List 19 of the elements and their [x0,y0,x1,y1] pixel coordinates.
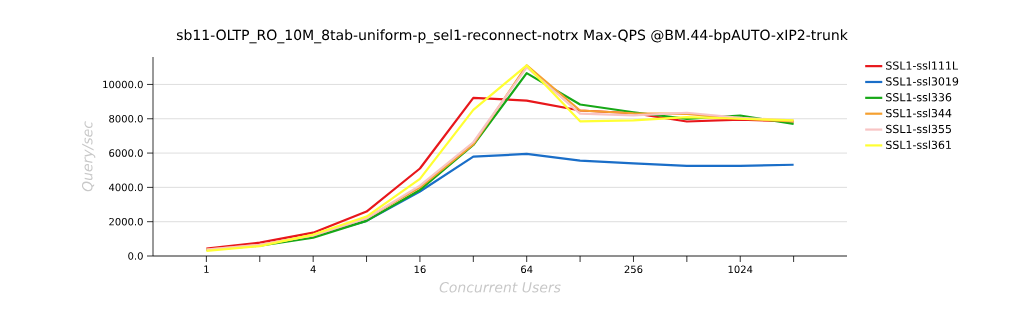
x-tick-label: 4 [310,265,316,273]
x-tick-label: 1024 [728,265,753,274]
y-tick-label: 10000.0 [103,80,143,89]
legend-label: SSL1-ssl3019 [886,77,959,86]
legend-label: SSL1-ssl355 [886,124,951,134]
y-tick-label: 6000.0 [109,149,143,157]
x-tick-label: 1 [204,265,209,273]
legend-label: SSL1-ssl336 [886,92,952,102]
legend-label: SSL1-ssl361 [886,140,951,149]
legend-label: SSL1-ssl111L [886,61,958,70]
y-tick-label: 8000.0 [109,114,143,123]
y-tick-label: 4000.0 [108,183,143,192]
x-tick-label: 64 [521,265,533,274]
legend-label: SSL1-ssl344 [886,108,952,118]
chart-title: sb11-OLTP_RO_10M_8tab-uniform-p_sel1-reconnect-notrx Max-QPS @BM.44-bpAUTO-xIP2-trunk [176,29,848,44]
x-tick-label: 256 [624,265,643,274]
y-tick-label: 2000.0 [109,217,143,226]
x-tick-label: 16 [414,265,426,274]
y-tick-label: 0.0 [128,252,143,260]
